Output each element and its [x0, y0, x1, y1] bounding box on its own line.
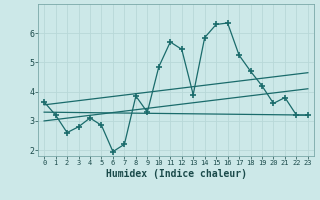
- X-axis label: Humidex (Indice chaleur): Humidex (Indice chaleur): [106, 169, 246, 179]
